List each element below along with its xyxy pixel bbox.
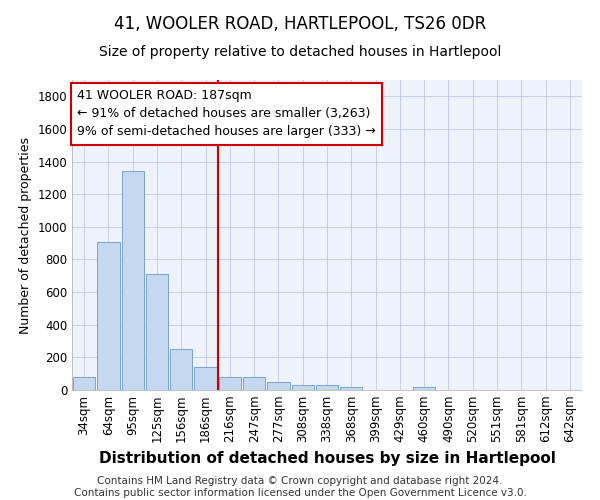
Bar <box>340 386 362 390</box>
Y-axis label: Number of detached properties: Number of detached properties <box>19 136 32 334</box>
Bar <box>146 274 168 390</box>
Bar <box>170 349 193 390</box>
X-axis label: Distribution of detached houses by size in Hartlepool: Distribution of detached houses by size … <box>98 451 556 466</box>
Bar <box>194 367 217 390</box>
Bar <box>73 376 95 390</box>
Bar <box>413 386 436 390</box>
Bar <box>97 242 119 390</box>
Text: Contains HM Land Registry data © Crown copyright and database right 2024.
Contai: Contains HM Land Registry data © Crown c… <box>74 476 526 498</box>
Bar <box>316 386 338 390</box>
Bar <box>243 378 265 390</box>
Text: 41 WOOLER ROAD: 187sqm
← 91% of detached houses are smaller (3,263)
9% of semi-d: 41 WOOLER ROAD: 187sqm ← 91% of detached… <box>77 90 376 138</box>
Text: 41, WOOLER ROAD, HARTLEPOOL, TS26 0DR: 41, WOOLER ROAD, HARTLEPOOL, TS26 0DR <box>114 15 486 33</box>
Bar <box>292 386 314 390</box>
Bar <box>218 378 241 390</box>
Text: Size of property relative to detached houses in Hartlepool: Size of property relative to detached ho… <box>99 45 501 59</box>
Bar <box>122 172 144 390</box>
Bar <box>267 382 290 390</box>
